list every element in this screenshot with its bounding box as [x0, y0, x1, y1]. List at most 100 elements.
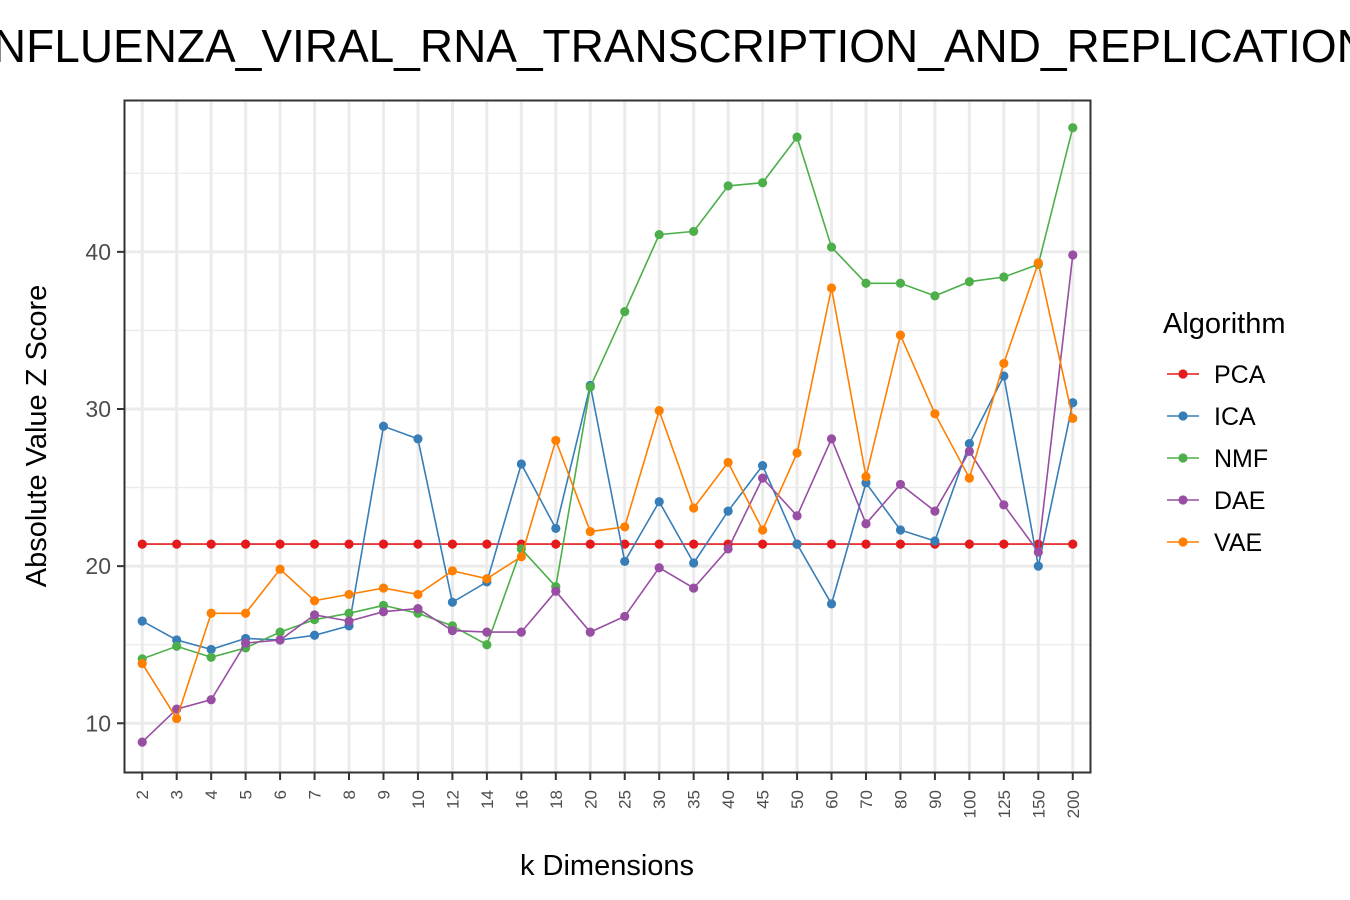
- x-tick-label: 100: [960, 790, 979, 818]
- legend-title: Algorithm: [1163, 308, 1286, 340]
- x-tick-label: 50: [788, 790, 807, 809]
- data-point-dae: [861, 519, 871, 529]
- data-point-ica: [757, 460, 768, 471]
- data-point-nmf: [654, 229, 664, 240]
- data-point-ica: [206, 644, 216, 655]
- data-point-vae: [309, 596, 320, 606]
- x-tick-label: 16: [512, 790, 531, 809]
- data-point-ica: [895, 525, 906, 535]
- data-point-ica: [826, 599, 837, 609]
- y-axis-title: Absolute Value Z Score: [21, 285, 53, 588]
- data-point-dae: [654, 563, 664, 573]
- data-point-nmf: [378, 600, 389, 611]
- x-tick-label: 4: [202, 790, 221, 799]
- data-point-vae: [723, 457, 733, 468]
- x-tick-label: 125: [995, 790, 1014, 818]
- x-tick-label: 90: [926, 790, 945, 809]
- data-point-nmf: [172, 641, 182, 651]
- data-point-pca: [689, 539, 699, 549]
- data-point-nmf: [792, 132, 802, 142]
- x-tick-label: 40: [719, 790, 738, 809]
- x-tick-label: 70: [857, 790, 876, 809]
- x-tick-label: 7: [306, 790, 325, 799]
- data-point-nmf: [689, 226, 699, 237]
- data-point-vae: [895, 330, 906, 340]
- data-point-dae: [895, 479, 906, 490]
- data-point-pca: [861, 539, 871, 549]
- data-point-ica: [654, 497, 664, 507]
- data-point-vae: [861, 471, 871, 482]
- data-point-dae: [723, 544, 733, 554]
- data-point-vae: [620, 522, 630, 532]
- data-point-dae: [620, 611, 630, 622]
- series-layer: [137, 123, 1078, 747]
- y-axis: 10 20 30 40: [85, 239, 125, 736]
- data-point-pca: [964, 539, 974, 549]
- legend-key-point-pca: [1178, 369, 1188, 379]
- data-point-nmf: [964, 277, 974, 287]
- data-point-ica: [516, 459, 526, 469]
- data-point-dae: [792, 511, 802, 521]
- data-point-ica: [447, 597, 458, 607]
- x-tick-label: 10: [409, 790, 428, 809]
- x-tick-label: 60: [823, 790, 842, 809]
- data-point-vae: [275, 564, 285, 574]
- data-point-vae: [241, 608, 251, 618]
- data-point-pca: [551, 539, 561, 549]
- legend: Algorithm PCA ICA NMF DAE VAE: [1163, 308, 1286, 557]
- legend-key-point-vae: [1178, 537, 1188, 547]
- data-point-vae: [585, 526, 595, 537]
- legend-key-point-nmf: [1178, 453, 1188, 463]
- data-point-pca: [999, 539, 1009, 549]
- legend-label-ica: ICA: [1214, 403, 1256, 431]
- data-point-dae: [137, 737, 147, 747]
- series-line-nmf: [141, 127, 1074, 660]
- y-tick-label: 40: [85, 239, 111, 265]
- x-tick-label: 80: [891, 790, 910, 809]
- data-point-vae: [826, 283, 837, 293]
- legend-label-vae: VAE: [1214, 529, 1262, 557]
- y-tick-label: 20: [85, 553, 111, 579]
- data-point-dae: [689, 583, 699, 593]
- data-point-vae: [999, 358, 1009, 369]
- data-point-nmf: [585, 382, 595, 392]
- data-point-dae: [241, 638, 251, 648]
- series-line-dae: [141, 254, 1074, 743]
- data-point-pca: [1033, 539, 1043, 549]
- data-point-vae: [792, 448, 802, 458]
- data-point-dae: [275, 635, 285, 645]
- data-point-pca: [757, 539, 768, 549]
- data-point-dae: [757, 473, 768, 483]
- x-tick-label: 5: [237, 790, 256, 799]
- series-line-vae: [141, 259, 1074, 721]
- data-point-nmf: [206, 652, 216, 662]
- chart-title: INFLUENZA_VIRAL_RNA_TRANSCRIPTION_AND_RE…: [0, 20, 1350, 72]
- data-point-vae: [689, 503, 699, 513]
- data-point-vae: [1068, 413, 1078, 424]
- data-point-nmf: [482, 640, 492, 650]
- data-point-nmf: [757, 178, 768, 188]
- data-point-vae: [654, 405, 664, 416]
- data-point-pca: [241, 539, 251, 549]
- data-point-dae: [551, 586, 561, 596]
- minor-gridlines: [125, 172, 1090, 646]
- x-tick-label: 8: [340, 790, 359, 799]
- data-point-pca: [482, 539, 492, 549]
- data-point-dae: [999, 500, 1009, 510]
- x-tick-label: 6: [271, 790, 290, 799]
- legend-label-nmf: NMF: [1214, 445, 1268, 473]
- data-point-pca: [654, 539, 664, 549]
- data-point-vae: [378, 583, 389, 593]
- data-point-vae: [551, 435, 561, 446]
- data-point-nmf: [723, 181, 733, 191]
- data-point-nmf: [861, 278, 871, 288]
- x-tick-label: 18: [547, 790, 566, 809]
- x-tick-label: 45: [754, 790, 773, 809]
- data-point-dae: [585, 627, 595, 637]
- data-point-pca: [275, 539, 285, 549]
- x-axis: 2 3 4 5 6 7 8 9 10 12 14 16 18 20 25 30 35 40 45 50 60 70 80 90…: [133, 772, 1083, 818]
- x-tick-label: 200: [1064, 790, 1083, 818]
- data-point-ica: [172, 635, 182, 645]
- data-point-dae: [964, 446, 974, 457]
